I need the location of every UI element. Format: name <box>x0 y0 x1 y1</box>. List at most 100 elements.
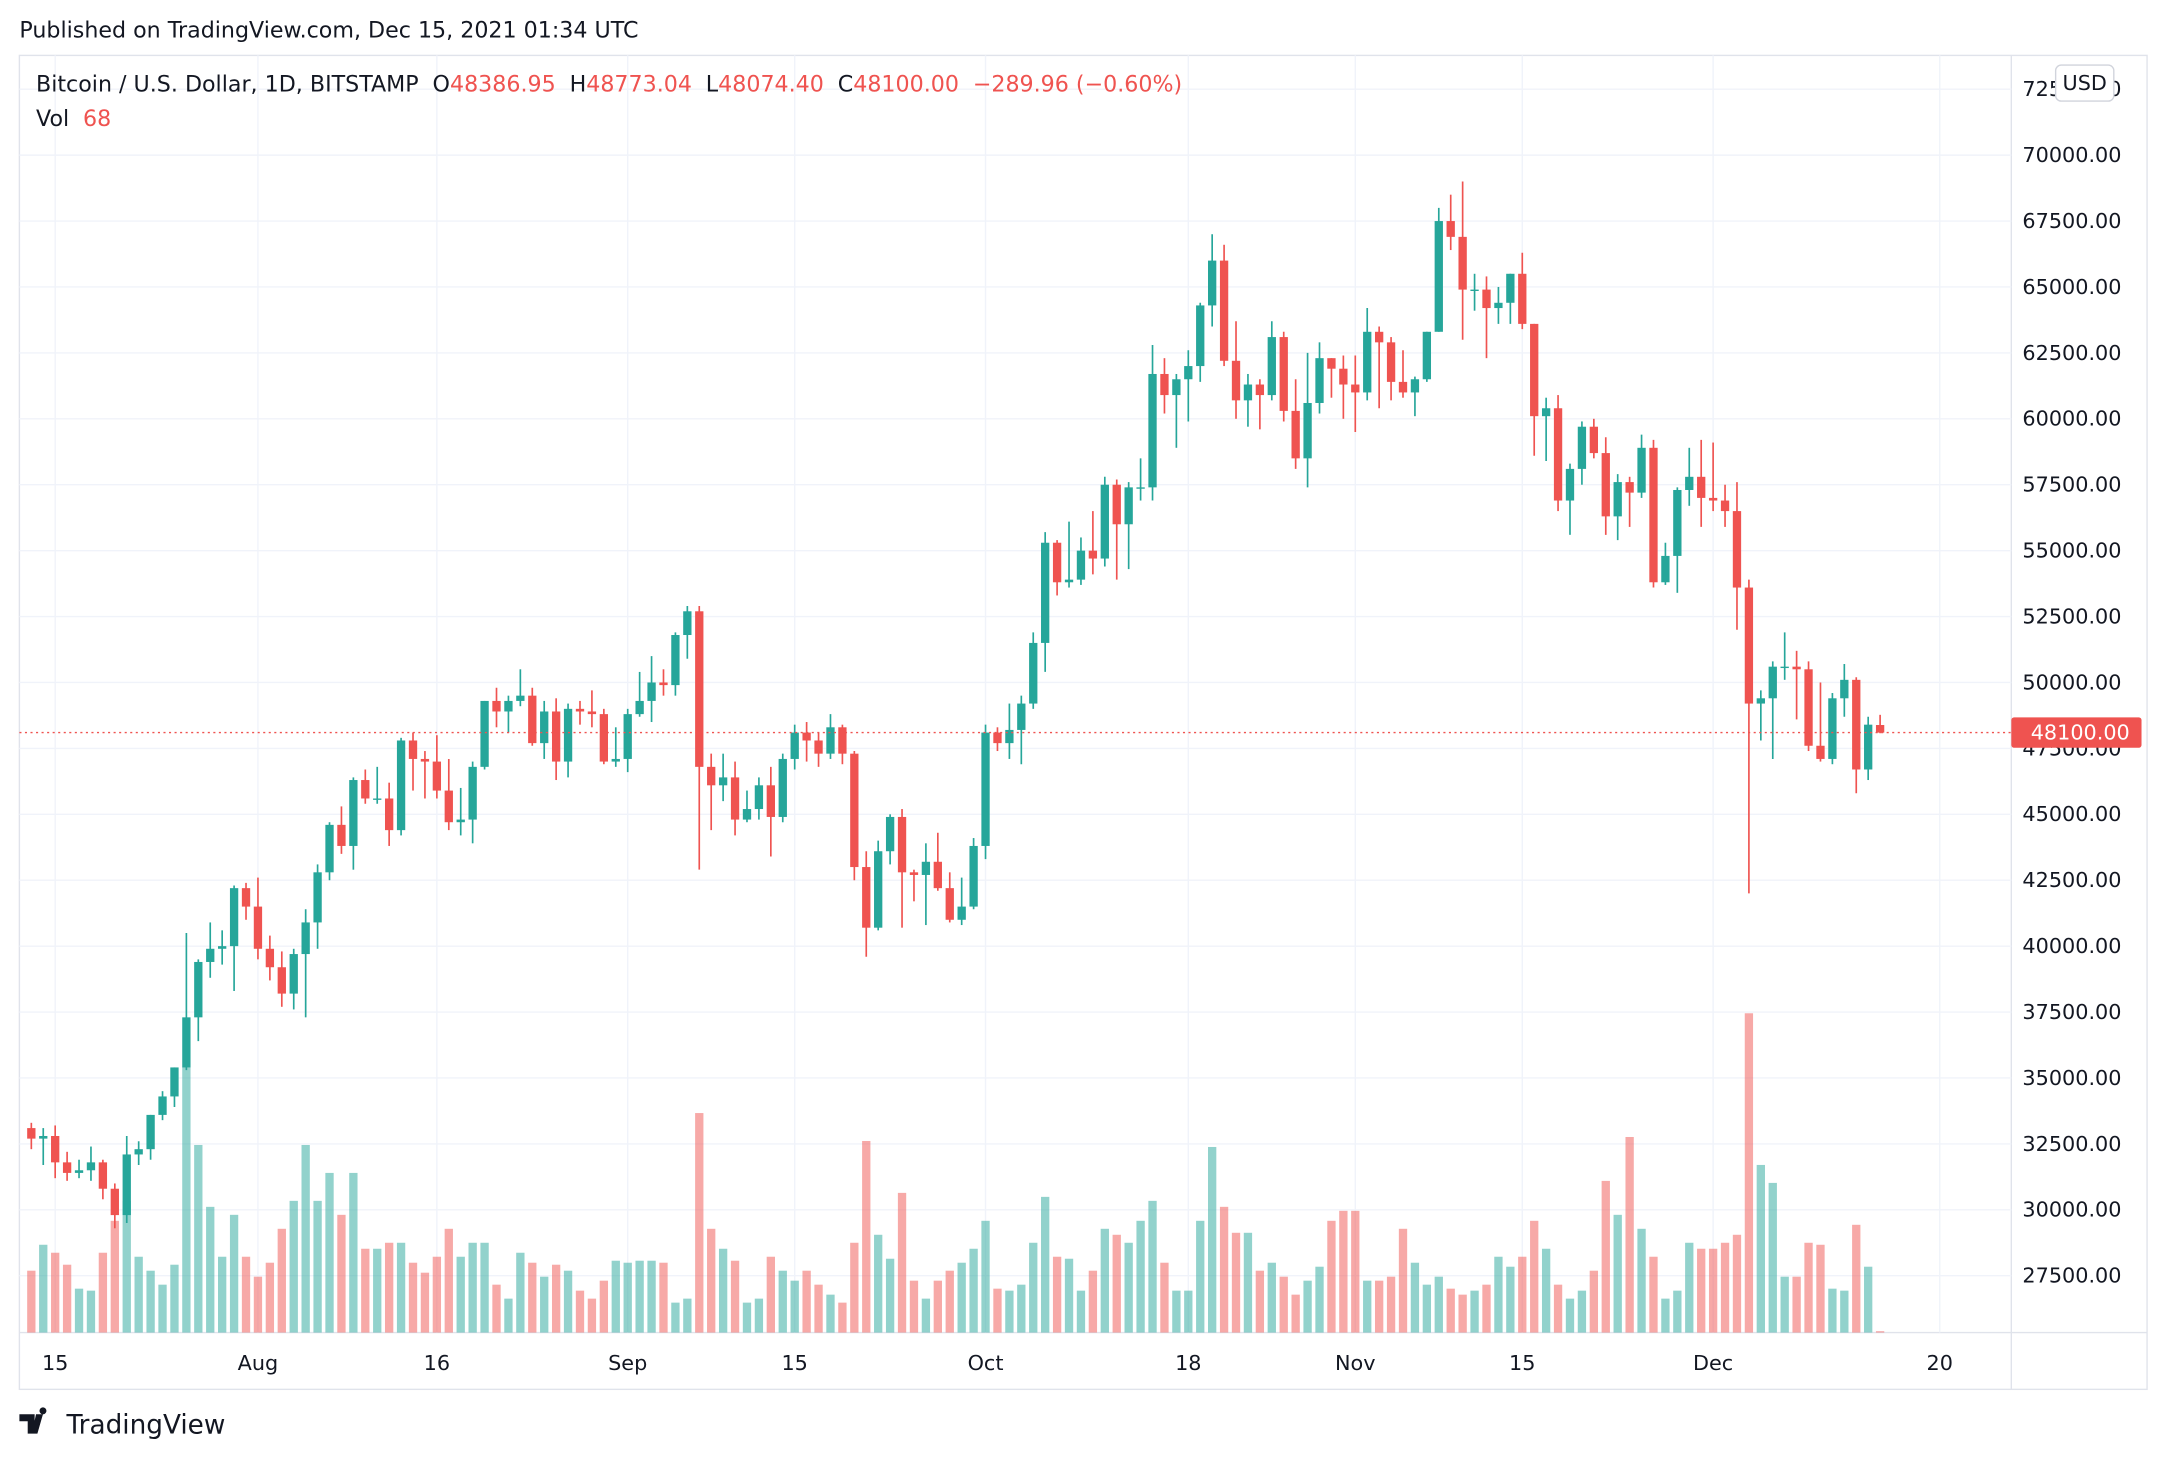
volume-bar <box>420 1272 430 1333</box>
volume-bar <box>909 1280 919 1333</box>
candle-body <box>1768 666 1777 699</box>
candle-body <box>1589 426 1599 454</box>
volume-bar <box>1339 1210 1348 1333</box>
volume-bar <box>361 1248 370 1333</box>
y-tick-label: 62500.00 <box>2022 341 2121 365</box>
volume-bar <box>933 1280 942 1333</box>
candle-body <box>1386 342 1396 382</box>
candle-body <box>528 695 537 744</box>
volume-bar <box>182 1067 191 1333</box>
candle-body <box>1041 542 1050 643</box>
volume-bar <box>1017 1284 1026 1333</box>
candle-body <box>1231 360 1241 401</box>
currency-label[interactable]: USD <box>2063 71 2107 95</box>
volume-bar <box>1267 1262 1276 1333</box>
volume-bar <box>993 1288 1002 1333</box>
volume-bar <box>1697 1248 1706 1333</box>
y-tick-label: 27500.00 <box>2022 1264 2121 1288</box>
candle-body <box>218 946 227 949</box>
volume-bar <box>146 1270 155 1333</box>
candle-body <box>1625 482 1634 493</box>
candle-body <box>146 1114 155 1150</box>
candle-body <box>408 740 418 759</box>
high-value: 48773.04 <box>586 71 692 97</box>
volume-bar <box>885 1258 895 1333</box>
volume-bar <box>1434 1276 1443 1333</box>
volume-bar <box>1494 1256 1503 1333</box>
candle-body <box>170 1067 179 1097</box>
volume-bar <box>778 1270 787 1333</box>
candle-body <box>659 682 668 686</box>
volume-bar <box>611 1260 620 1333</box>
volume-bar <box>218 1256 227 1333</box>
candle-body <box>540 711 549 744</box>
volume-bar <box>62 1264 72 1333</box>
chart-frame <box>18 54 2148 1391</box>
volume-bar <box>1243 1232 1253 1333</box>
volume-bar <box>838 1302 847 1333</box>
candle-body <box>51 1135 60 1163</box>
candle-body <box>993 732 1002 744</box>
x-tick-label: 16 <box>424 1351 450 1375</box>
volume-bar <box>1088 1270 1098 1333</box>
volume-bar <box>384 1242 394 1333</box>
candle-body <box>683 611 692 636</box>
price-axis: 27500.00 30000.00 32500.00 35000.00 37500.00… <box>42 77 2142 1375</box>
y-tick-label: 42500.00 <box>2022 868 2121 892</box>
volume-bar <box>790 1280 799 1333</box>
volume-bar <box>1351 1210 1360 1333</box>
volume-bar <box>1577 1290 1587 1333</box>
volume-bar <box>1661 1298 1670 1333</box>
candle-body <box>27 1128 36 1139</box>
volume-bar <box>1458 1294 1467 1333</box>
volume-bar <box>313 1200 322 1333</box>
low-label: L <box>706 71 719 97</box>
volume-bar <box>122 1200 131 1333</box>
volume-bar <box>1196 1220 1205 1333</box>
low-value: 48074.40 <box>718 71 824 97</box>
candle-body <box>1708 497 1718 501</box>
volume-bar <box>516 1252 525 1333</box>
volume-bar <box>1279 1276 1288 1333</box>
candle-body <box>337 824 346 846</box>
open-value: 48386.95 <box>450 71 556 97</box>
candle-body <box>742 809 752 820</box>
high-label: H <box>570 71 587 97</box>
volume-bar <box>957 1262 966 1333</box>
candle-body <box>1124 487 1133 525</box>
y-tick-label: 50000.00 <box>2022 670 2121 694</box>
volume-bar <box>1100 1228 1109 1333</box>
candle-body <box>301 922 310 955</box>
logo-mark <box>19 1407 47 1434</box>
y-tick-label: 55000.00 <box>2022 539 2121 563</box>
volume-bar <box>969 1248 978 1333</box>
candle-body <box>1029 642 1038 704</box>
volume-bar <box>325 1172 334 1333</box>
volume-bar <box>1518 1256 1527 1333</box>
volume-bar <box>480 1242 489 1333</box>
volume-bar <box>1255 1270 1265 1333</box>
volume-bar <box>492 1284 501 1333</box>
volume-bar <box>981 1220 990 1333</box>
volume-bar <box>707 1228 716 1333</box>
volume-bar <box>587 1298 597 1333</box>
currency-button[interactable] <box>2054 64 2115 102</box>
volume-bar <box>1219 1206 1229 1333</box>
candle-body <box>1064 579 1074 583</box>
volume-bar <box>98 1252 108 1333</box>
candle-body <box>1506 273 1515 303</box>
volume-bar <box>945 1270 954 1333</box>
candle-body <box>969 845 978 907</box>
candle-body <box>695 611 704 767</box>
symbol: Bitcoin / U.S. Dollar, 1D, BITSTAMP <box>36 71 419 97</box>
y-tick-label: 57500.00 <box>2022 473 2121 497</box>
volume-bar <box>277 1228 286 1333</box>
candle-body <box>98 1162 108 1189</box>
volume-bar <box>1649 1256 1658 1333</box>
volume-bar <box>1446 1288 1455 1333</box>
candle-body <box>551 711 561 762</box>
candle-body <box>480 700 489 767</box>
candle-body <box>504 700 513 712</box>
volume-bar <box>897 1192 907 1333</box>
